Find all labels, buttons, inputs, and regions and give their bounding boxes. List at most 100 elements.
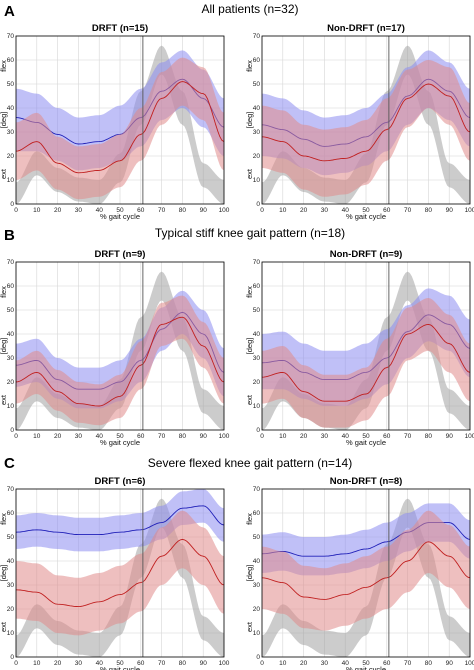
chart-panel-1: DRFT (n=15) 0 10 20 30 40 50 60 70 80 90 100 0 10 20 30…: [0, 23, 230, 221]
y-tick-label: 50: [7, 534, 15, 541]
y-tick-label: 20: [253, 606, 261, 613]
x-tick-label: 30: [321, 433, 329, 440]
x-tick-label: 30: [75, 207, 83, 214]
x-tick-label: 60: [137, 433, 145, 440]
x-tick-label: 50: [116, 433, 124, 440]
x-axis-label: % gait cycle: [100, 212, 140, 221]
panel-title: DRFT (n=6): [95, 476, 146, 487]
plot-frame: [261, 261, 471, 431]
x-tick-label: 100: [219, 207, 230, 214]
x-tick-label: 70: [404, 433, 412, 440]
y-tick-label: 0: [256, 427, 260, 434]
x-tick-label: 10: [33, 433, 41, 440]
post-mean-line: [261, 83, 471, 162]
x-axis-label: % gait cycle: [100, 438, 140, 447]
x-axis-label: % gait cycle: [346, 665, 386, 670]
chart-panel-6: Non-DRFT (n=8) 0 10 20 30 40 50 60 70 80 90 100 0 10 2…: [245, 476, 474, 670]
x-tick-label: 50: [362, 207, 370, 214]
x-tick-label: 70: [404, 207, 412, 214]
panels-group: DRFT (n=15)0 10 20 30 40 50 60 70 80 90 1000102030…: [0, 23, 474, 670]
y-tick-label: 10: [7, 177, 15, 184]
y-tick-label: 30: [253, 582, 261, 589]
row-letter-a: A: [4, 3, 15, 20]
x-tick-label: 70: [158, 207, 166, 214]
x-tick-label: 50: [362, 433, 370, 440]
y-axis-label: [deg]: [0, 565, 8, 582]
y-tick-label: 0: [10, 427, 14, 434]
x-tick-label: 0: [260, 660, 264, 667]
x-tick-label: 10: [279, 433, 287, 440]
y-top-label: flex: [245, 513, 254, 525]
x-tick-label: 20: [54, 207, 62, 214]
y-tick-label: 70: [253, 486, 261, 493]
row-letter-c: C: [4, 455, 15, 472]
y-tick-label: 50: [253, 534, 261, 541]
x-tick-label: 0: [14, 207, 18, 214]
post-mean-line: [261, 323, 471, 402]
x-tick-label: 100: [465, 207, 474, 214]
x-tick-label: 40: [342, 660, 350, 667]
x-tick-label: 10: [279, 207, 287, 214]
y-tick-label: 60: [253, 283, 261, 290]
pre-mean-line: [15, 505, 225, 536]
x-tick-label: 80: [179, 660, 187, 667]
pre-sd-band: [16, 489, 224, 552]
x-tick-label: 90: [200, 660, 208, 667]
x-tick-label: 90: [446, 433, 454, 440]
x-tick-label: 20: [54, 660, 62, 667]
plot-frame: [15, 35, 225, 205]
y-axis-label: [deg]: [245, 338, 254, 355]
x-tick-label: 70: [158, 433, 166, 440]
x-tick-label: 30: [321, 660, 329, 667]
x-tick-label: 100: [465, 433, 474, 440]
y-axis-label: [deg]: [0, 338, 8, 355]
x-tick-label: 0: [260, 207, 264, 214]
x-tick-label: 90: [446, 660, 454, 667]
post-mean-line: [15, 316, 225, 407]
x-tick-label: 60: [383, 660, 391, 667]
post-mean-line: [261, 541, 471, 600]
plot-frame: [15, 261, 225, 431]
y-top-label: flex: [0, 60, 8, 72]
x-axis-label: % gait cycle: [346, 438, 386, 447]
y-tick-label: 70: [253, 33, 261, 40]
y-tick-label: 30: [7, 355, 15, 362]
y-tick-label: 60: [7, 510, 15, 517]
y-tick-label: 0: [256, 201, 260, 208]
x-tick-label: 40: [96, 660, 104, 667]
y-top-label: flex: [0, 286, 8, 298]
y-bottom-label: ext: [245, 168, 254, 179]
y-top-label: flex: [245, 60, 254, 72]
y-tick-label: 50: [7, 81, 15, 88]
y-tick-label: 60: [7, 283, 15, 290]
y-tick-label: 40: [7, 558, 15, 565]
y-bottom-label: ext: [245, 621, 254, 632]
y-tick-label: 50: [253, 307, 261, 314]
panel-title: DRFT (n=9): [95, 249, 146, 260]
plot-frame: [261, 488, 471, 658]
y-tick-label: 20: [7, 606, 15, 613]
y-tick-label: 60: [7, 57, 15, 64]
x-tick-label: 40: [342, 433, 350, 440]
x-tick-label: 80: [179, 207, 187, 214]
y-tick-label: 10: [253, 403, 261, 410]
row-title-c: Severe flexed knee gait pattern (n=14): [148, 456, 352, 470]
x-tick-label: 0: [14, 433, 18, 440]
x-tick-label: 20: [300, 660, 308, 667]
plot-frame: [261, 35, 471, 205]
post-mean-line: [15, 538, 225, 608]
y-top-label: flex: [0, 513, 8, 525]
y-tick-label: 10: [253, 630, 261, 637]
x-tick-label: 30: [321, 207, 329, 214]
y-tick-label: 10: [253, 177, 261, 184]
x-tick-label: 80: [425, 207, 433, 214]
panel-title: Non-DRFT (n=8): [330, 476, 403, 487]
post-sd-band: [262, 510, 470, 631]
x-tick-label: 10: [33, 207, 41, 214]
x-tick-label: 10: [279, 660, 287, 667]
x-tick-label: 100: [465, 660, 474, 667]
y-tick-label: 30: [7, 582, 15, 589]
row-title-b: Typical stiff knee gait pattern (n=18): [155, 226, 345, 240]
panel-title: Non-DRFT (n=9): [330, 249, 403, 260]
